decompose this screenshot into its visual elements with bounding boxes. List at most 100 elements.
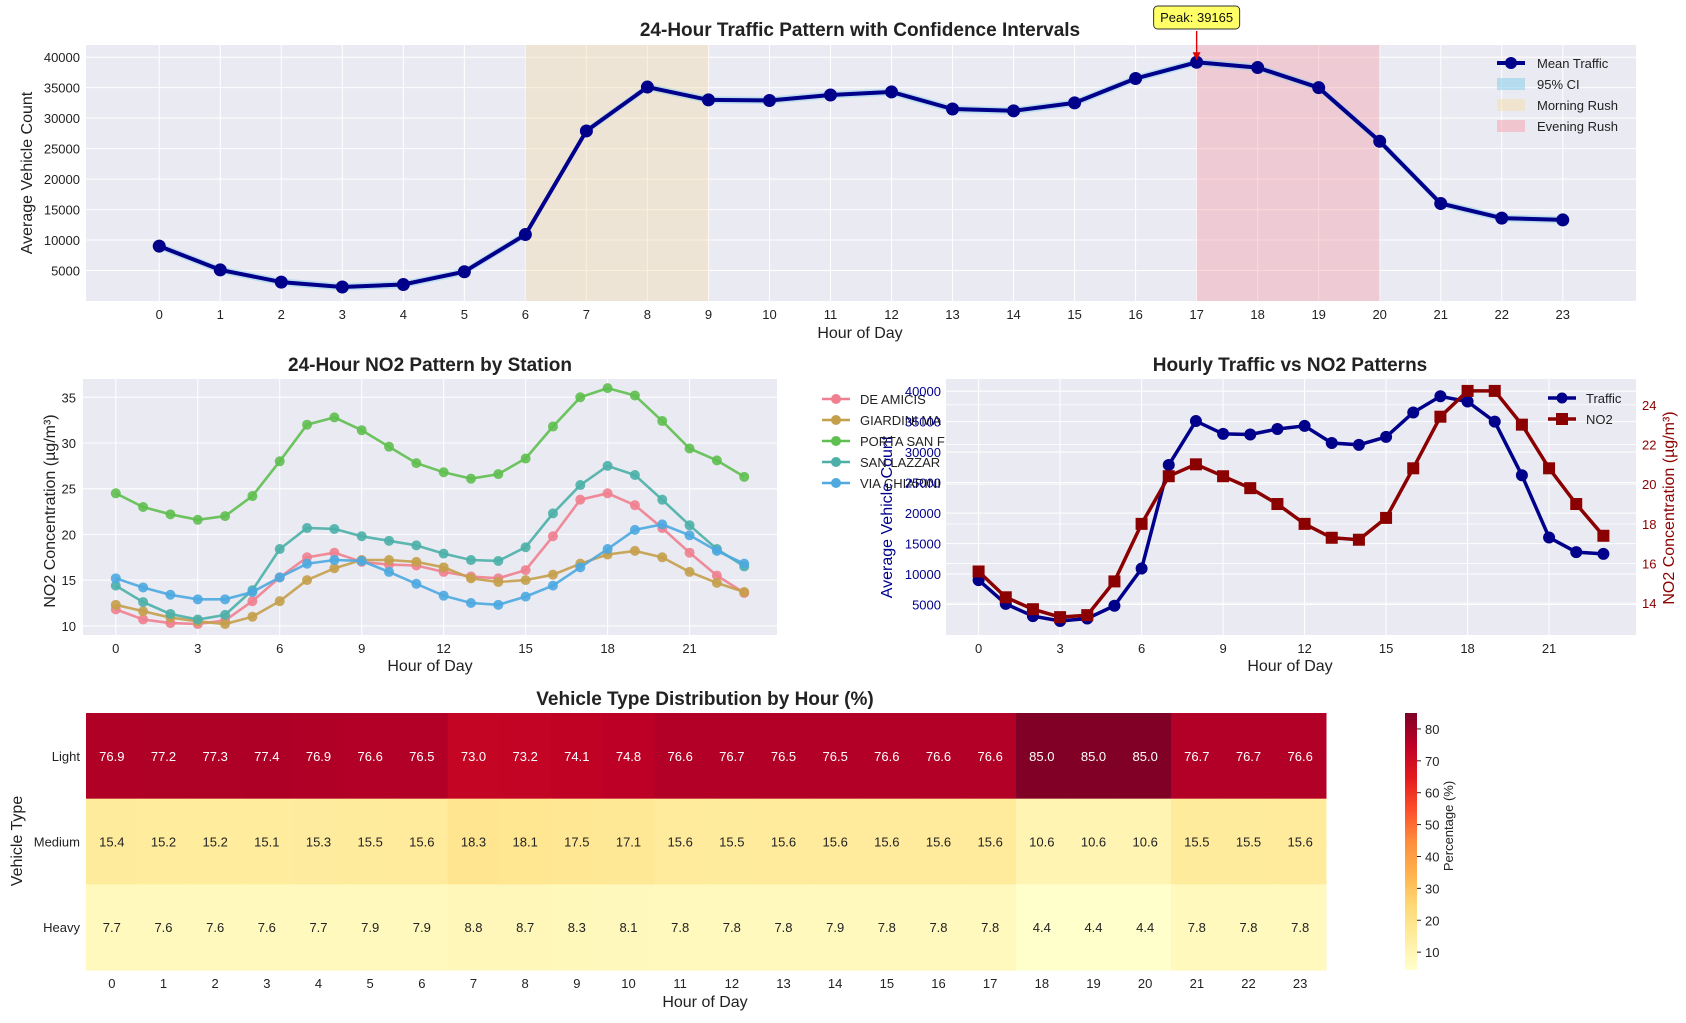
heatmap-cell-label: 76.6	[874, 749, 899, 764]
traffic-point	[1312, 81, 1326, 95]
no2-point	[274, 544, 285, 555]
heatmap-cell-label: 76.5	[409, 749, 434, 764]
heatmap-cell	[292, 713, 345, 800]
heatmap-column-label: 1	[160, 976, 167, 991]
heatmap-cell-label: 15.4	[99, 835, 124, 850]
peak-arrow-head	[1192, 52, 1201, 61]
traffic-xtick-label: 12	[884, 307, 898, 322]
traffic-point	[640, 80, 654, 94]
heatmap-cell-label: 7.8	[878, 920, 896, 935]
dual-traffic-point	[1217, 427, 1230, 440]
dual-traffic-point	[1461, 395, 1474, 408]
heatmap-column-label: 7	[470, 976, 477, 991]
heatmap-column-label: 11	[673, 976, 687, 991]
dual-traffic-point	[1515, 469, 1528, 482]
heatmap-cell-label: 7.9	[361, 920, 379, 935]
colorbar-tick-label: 30	[1425, 881, 1439, 896]
dual-no2-point	[1488, 384, 1501, 397]
no2-point	[165, 608, 176, 619]
heatmap-cell	[344, 713, 397, 800]
peak-annotation-box	[1153, 5, 1241, 30]
dual-no2-point	[1135, 517, 1148, 530]
heatmap-cell	[809, 884, 862, 971]
no2-point	[384, 555, 395, 566]
no2-point	[575, 562, 586, 573]
no2-point	[547, 508, 558, 519]
heatmap-cell-label: 15.6	[1288, 835, 1313, 850]
heatmap-column-label: 3	[263, 976, 270, 991]
traffic-xtick-label: 14	[1006, 307, 1020, 322]
heatmap-cell	[86, 713, 139, 800]
no2-point	[138, 614, 149, 625]
no2-xtick-label: 3	[194, 641, 201, 656]
heatmap-cell-label: 15.6	[771, 835, 796, 850]
no2-xtick-label: 15	[518, 641, 532, 656]
traffic-xtick-label: 17	[1189, 307, 1203, 322]
traffic-xtick-label: 2	[278, 307, 285, 322]
no2-point	[274, 456, 285, 467]
dual-ytick-left-label: 5000	[912, 598, 941, 613]
heatmap-cell-label: 76.5	[823, 749, 848, 764]
traffic-legend-swatch-marker	[1505, 57, 1517, 69]
peak-annotation-text: Peak: 39165	[1160, 10, 1233, 25]
no2-point	[247, 596, 258, 607]
no2-point	[110, 488, 121, 499]
heatmap-cell	[1016, 798, 1069, 885]
traffic-xtick-label: 20	[1372, 307, 1386, 322]
no2-point	[329, 412, 340, 423]
no2-point	[165, 589, 176, 600]
no2-point	[520, 542, 531, 553]
dual-no2-point	[1543, 462, 1556, 475]
heatmap-cell-label: 76.6	[1288, 749, 1313, 764]
heatmap-cell-label: 7.8	[671, 920, 689, 935]
heatmap-cell	[396, 798, 449, 885]
heatmap-cell	[1067, 713, 1120, 800]
heatmap-cell-label: 7.8	[929, 920, 947, 935]
dual-ylabel-right: NO2 Concentration (µg/m³)	[1661, 411, 1678, 604]
heatmap-cell	[86, 884, 139, 971]
traffic-point	[274, 275, 288, 289]
heatmap-cell	[964, 798, 1017, 885]
no2-point	[657, 416, 668, 427]
dual-xtick-label: 6	[1138, 641, 1145, 656]
traffic-ytick-label: 25000	[44, 142, 80, 157]
dual-traffic-point	[1298, 419, 1311, 432]
heatmap-cell-label: 76.9	[99, 749, 124, 764]
no2-point	[274, 596, 285, 607]
no2-point	[220, 594, 231, 605]
no2-point	[575, 494, 586, 505]
heatmap-cell	[1171, 798, 1224, 885]
no2-point	[438, 467, 449, 478]
no2-point	[493, 469, 504, 480]
no2-point	[192, 594, 203, 605]
heatmap-cell-label: 15.5	[719, 835, 744, 850]
heatmap-column-label: 18	[1035, 976, 1049, 991]
traffic-point	[396, 278, 410, 292]
no2-point	[493, 576, 504, 587]
no2-point	[465, 555, 476, 566]
no2-legend-swatch-marker	[831, 436, 841, 446]
no2-legend-swatch-marker	[831, 478, 841, 488]
heatmap-cell	[137, 713, 190, 800]
colorbar	[1405, 713, 1417, 970]
no2-point	[547, 531, 558, 542]
dual-xtick-label: 9	[1219, 641, 1226, 656]
heatmap-cell	[912, 798, 965, 885]
no2-point	[384, 441, 395, 452]
traffic-plot-area	[86, 45, 1636, 301]
no2-point	[220, 609, 231, 620]
dual-ytick-right-label: 14	[1642, 596, 1656, 611]
no2-point	[438, 590, 449, 601]
heatmap-cell	[964, 713, 1017, 800]
heatmap-cell-label: 73.0	[461, 749, 486, 764]
dual-traffic-point	[1244, 428, 1257, 441]
heatmap-cell-label: 15.6	[926, 835, 951, 850]
dual-traffic-point	[1488, 415, 1501, 428]
heatmap-cell-label: 77.2	[151, 749, 176, 764]
heatmap-cell-label: 76.6	[926, 749, 951, 764]
no2-point	[192, 514, 203, 525]
heatmap-cell	[1119, 798, 1172, 885]
heatmap-cell-label: 10.6	[1133, 835, 1158, 850]
no2-point	[220, 619, 231, 630]
